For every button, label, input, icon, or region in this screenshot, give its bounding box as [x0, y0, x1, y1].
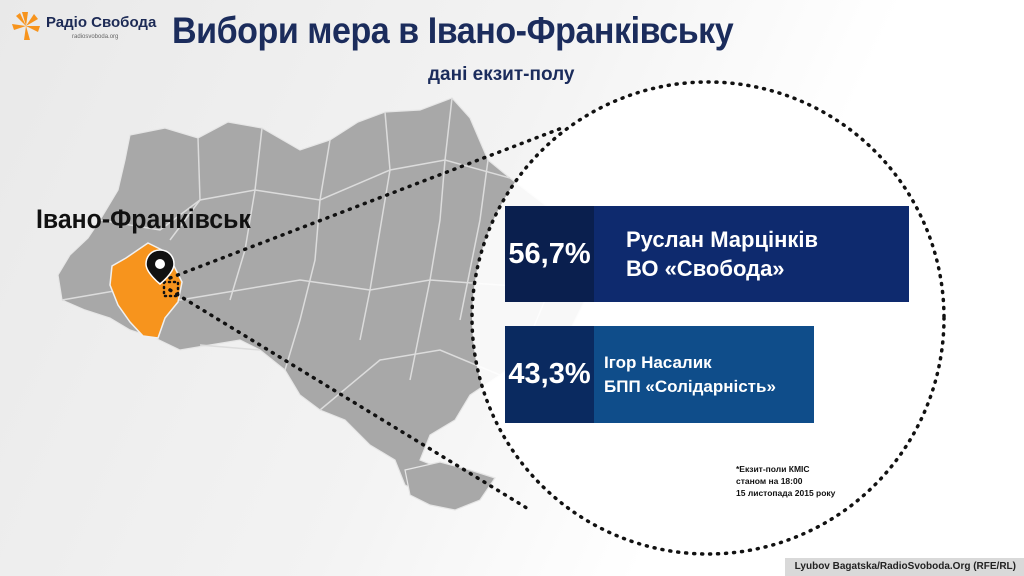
footnote: *Екзит-поли КМІС станом на 18:00 15 лист…: [736, 463, 835, 499]
chart-title: Вибори мера в Івано-Франківську: [172, 10, 734, 51]
footnote-line-2: станом на 18:00: [736, 476, 803, 486]
radio-svoboda-burst-icon: [12, 12, 40, 40]
candidate-name-1: Руслан Марцінків: [626, 227, 819, 252]
city-marker-square: [162, 280, 180, 298]
result-bar-2: 43,3% Ігор Насалик БПП «Солідарність»: [505, 326, 814, 423]
logo-name: Радіо Свобода: [46, 14, 157, 31]
connector-line-bottom: [168, 288, 532, 512]
crimea-outline: [404, 461, 496, 511]
logo-url: radiosvoboda.org: [72, 34, 119, 40]
map-pin-icon: [145, 249, 175, 285]
chart-subtitle: дані екзит-полу: [428, 64, 575, 85]
candidate-party-2: БПП «Солідарність»: [604, 376, 776, 396]
result-bar-1: 56,7% Руслан Марцінків ВО «Свобода»: [505, 206, 909, 302]
footnote-line-1: *Екзит-поли КМІС: [736, 464, 810, 474]
result-pct-2: 43,3%: [505, 326, 594, 423]
result-info-1: Руслан Марцінків ВО «Свобода»: [594, 206, 818, 302]
result-pct-1: 56,7%: [505, 206, 594, 302]
connector-line-top: [168, 126, 564, 280]
footnote-line-3: 15 листопада 2015 року: [736, 488, 836, 498]
candidate-party-1: ВО «Свобода»: [626, 256, 785, 281]
result-info-2: Ігор Насалик БПП «Солідарність»: [594, 326, 776, 423]
candidate-name-2: Ігор Насалик: [604, 352, 712, 372]
image-credit: Lyubov Bagatska/RadioSvoboda.Org (RFE/RL…: [784, 558, 1024, 576]
zoom-circle: [470, 80, 946, 556]
city-label: Івано-Франківськ: [36, 204, 251, 234]
